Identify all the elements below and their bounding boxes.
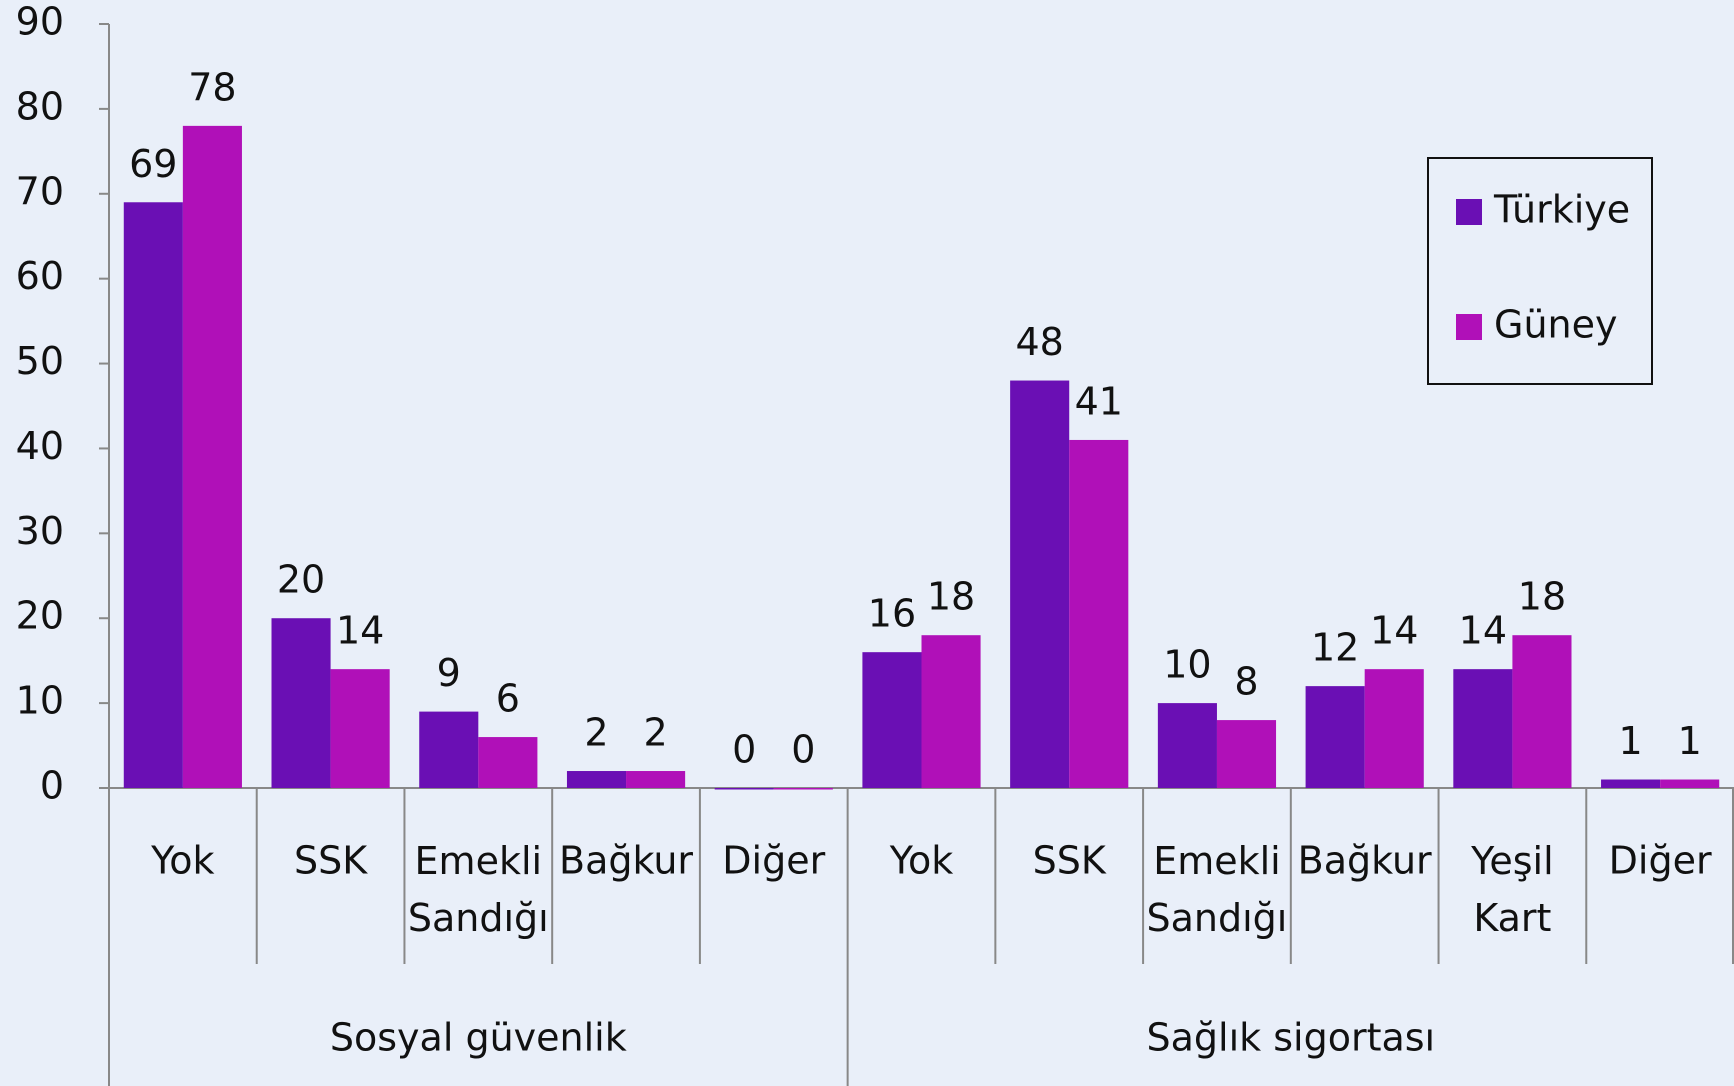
bar: [1306, 686, 1365, 788]
x-tick-label: Bağkur: [559, 839, 693, 883]
x-tick-label: SSK: [1033, 839, 1107, 883]
y-tick-label: 40: [16, 424, 64, 468]
legend-swatch: [1456, 314, 1482, 340]
bar: [1217, 720, 1276, 788]
bar: [1069, 440, 1128, 788]
data-label: 8: [1234, 660, 1258, 704]
data-label: 14: [1370, 609, 1418, 653]
data-label: 9: [437, 651, 461, 695]
y-tick-label: 50: [16, 339, 64, 383]
bar: [922, 635, 981, 788]
data-label: 78: [188, 65, 236, 109]
bar: [1010, 381, 1069, 788]
bar: [626, 771, 685, 788]
data-label: 0: [732, 728, 756, 772]
bar: [715, 788, 774, 790]
x-tick-label: Yok: [150, 839, 214, 883]
legend-label: Türkiye: [1493, 188, 1630, 232]
legend-swatch: [1456, 199, 1482, 225]
bar: [1660, 780, 1719, 788]
bar: [567, 771, 626, 788]
data-label: 1: [1618, 719, 1642, 763]
data-label: 69: [129, 142, 177, 186]
bar: [272, 618, 331, 788]
bar: [419, 712, 478, 788]
data-label: 12: [1311, 626, 1359, 670]
group-label: Sosyal güvenlik: [330, 1016, 627, 1060]
data-label: 14: [336, 609, 384, 653]
data-label: 2: [643, 711, 667, 755]
y-tick-label: 70: [16, 169, 64, 213]
y-tick-label: 0: [40, 764, 64, 808]
data-label: 14: [1459, 609, 1507, 653]
group-label: Sağlık sigortası: [1147, 1016, 1436, 1060]
x-tick-label: Diğer: [722, 839, 825, 883]
x-tick-label: Bağkur: [1298, 839, 1432, 883]
y-tick-label: 20: [16, 594, 64, 638]
bar: [124, 202, 183, 788]
data-label: 18: [927, 575, 975, 619]
y-tick-label: 10: [16, 679, 64, 723]
bar: [1365, 669, 1424, 788]
bar: [183, 126, 242, 788]
bar: [1453, 669, 1512, 788]
bar: [1601, 780, 1660, 788]
data-label: 2: [584, 711, 608, 755]
y-tick-label: 90: [16, 0, 64, 44]
data-label: 6: [496, 677, 520, 721]
chart: 0102030405060708090Yok6978SSK2014EmekliS…: [0, 0, 1734, 1086]
data-label: 10: [1163, 643, 1211, 687]
y-tick-label: 30: [16, 509, 64, 553]
x-tick-label: Diğer: [1609, 839, 1712, 883]
bar: [1512, 635, 1571, 788]
bar: [774, 788, 833, 790]
data-label: 1: [1678, 719, 1702, 763]
x-tick-label: Yok: [889, 839, 953, 883]
data-label: 16: [868, 592, 916, 636]
data-label: 20: [277, 558, 325, 602]
data-label: 0: [791, 728, 815, 772]
y-tick-label: 80: [16, 84, 64, 128]
data-label: 48: [1016, 320, 1064, 364]
bar: [478, 737, 537, 788]
data-label: 18: [1518, 575, 1566, 619]
legend-label: Güney: [1494, 303, 1617, 347]
data-label: 41: [1075, 379, 1123, 423]
y-tick-label: 60: [16, 254, 64, 298]
x-tick-label: SSK: [294, 839, 368, 883]
bar: [862, 652, 921, 788]
bar: [331, 669, 390, 788]
bar: [1158, 703, 1217, 788]
